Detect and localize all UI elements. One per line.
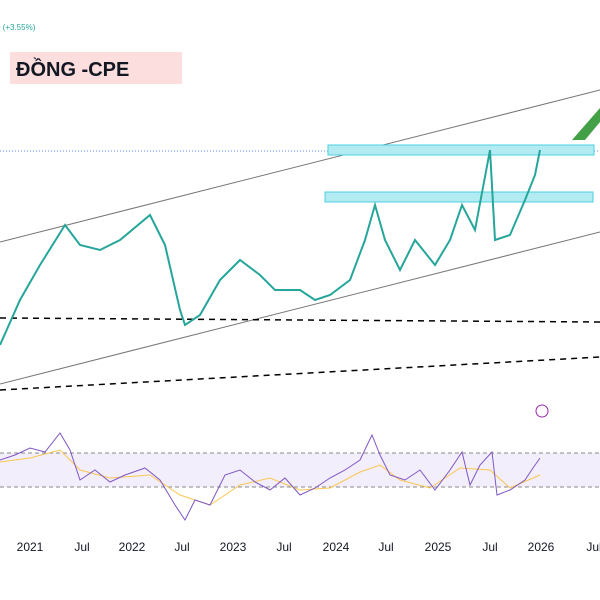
- time-label: 2023: [220, 540, 247, 554]
- rsi-line: [0, 432, 541, 521]
- dashed-trend: [0, 356, 600, 391]
- time-label: Jul: [276, 540, 291, 554]
- arrow: [572, 108, 600, 140]
- title: ĐỒNG -CPE: [16, 57, 129, 81]
- time-label: 2026: [528, 540, 555, 554]
- time-label: 2024: [323, 540, 350, 554]
- change-text: 0 (+3.55%): [0, 23, 36, 32]
- time-label: 2021: [17, 540, 44, 554]
- time-label: Jul: [586, 540, 600, 554]
- support-zone: [324, 191, 594, 203]
- resistance-zone: [327, 144, 595, 156]
- channel-top: [0, 89, 600, 243]
- time-axis: 2021 Jul 2022 Jul 2023 Jul 2024 Jul 2025 Jul 2026 J…: [17, 540, 600, 554]
- rsi-band: [0, 453, 600, 487]
- time-label: 2022: [119, 540, 146, 554]
- event-icon: [535, 404, 549, 418]
- channel-bottom: [0, 231, 600, 385]
- time-label: Jul: [174, 540, 189, 554]
- title-box: [10, 52, 182, 84]
- time-label: Jul: [74, 540, 89, 554]
- time-label: 2025: [425, 540, 452, 554]
- time-label: Jul: [482, 540, 497, 554]
- time-label: Jul: [378, 540, 393, 554]
- dashed-level: [0, 317, 600, 323]
- rsi-ma: [0, 449, 541, 506]
- price-path: [0, 149, 541, 346]
